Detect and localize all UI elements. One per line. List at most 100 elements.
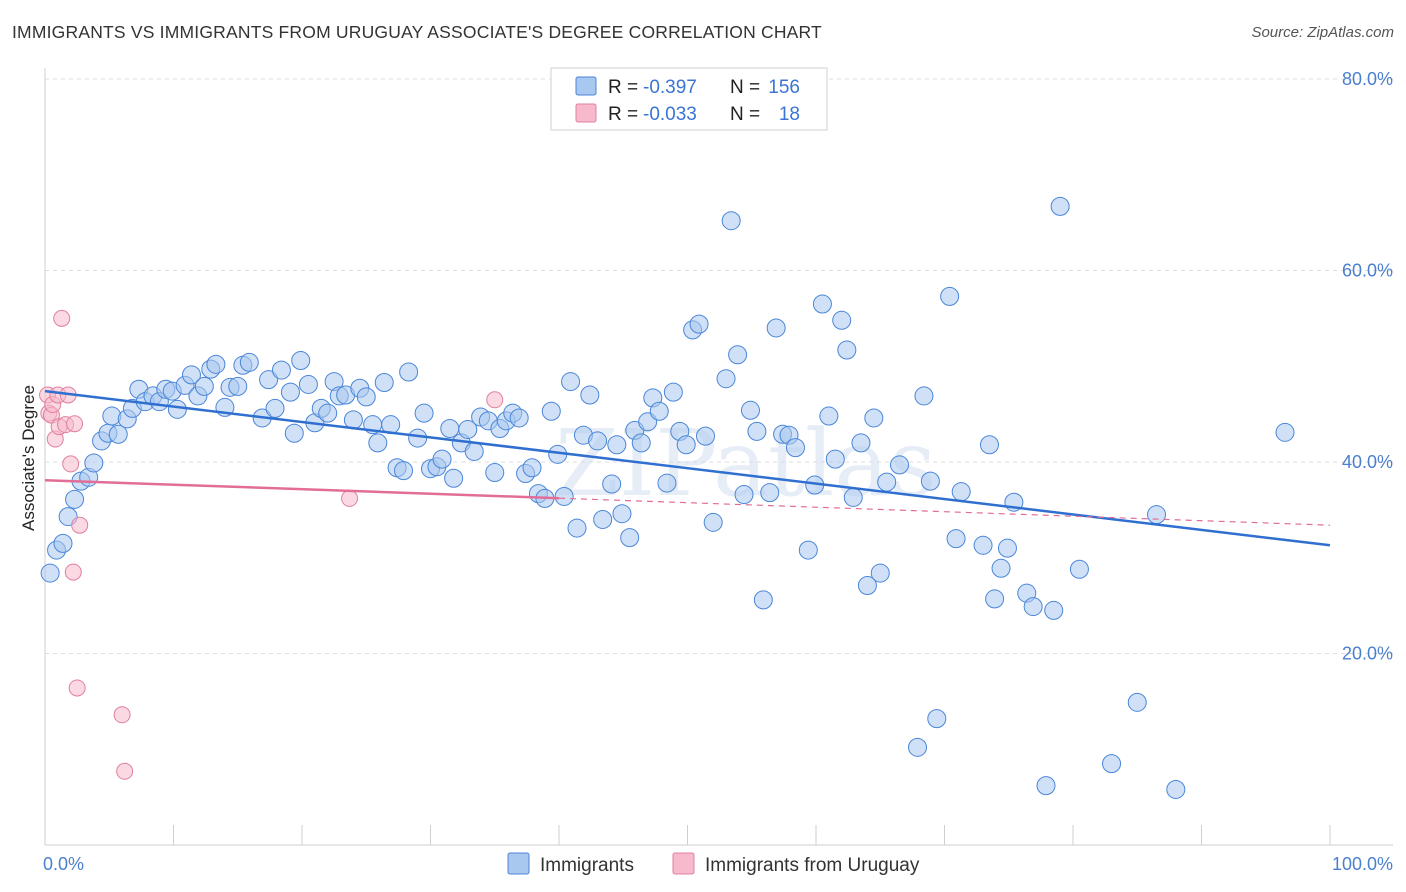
data-point-immigrants bbox=[908, 737, 928, 757]
data-point-uruguay bbox=[486, 391, 504, 409]
data-point-immigrants bbox=[394, 461, 414, 481]
data-point-immigrants bbox=[676, 435, 696, 455]
data-point-immigrants bbox=[620, 528, 640, 548]
x-tick-labels: 0.0% 100.0% bbox=[43, 854, 1393, 874]
data-point-immigrants bbox=[721, 211, 741, 231]
data-point-immigrants bbox=[181, 365, 201, 385]
bottom-legend-uruguay: Immigrants from Uruguay bbox=[705, 855, 920, 876]
data-point-immigrants bbox=[194, 376, 214, 396]
data-point-immigrants bbox=[298, 374, 318, 394]
chart-title: IMMIGRANTS VS IMMIGRANTS FROM URUGUAY AS… bbox=[12, 22, 822, 42]
data-point-immigrants bbox=[356, 387, 376, 407]
bottom-legend: Immigrants Immigrants from Uruguay bbox=[507, 852, 920, 876]
data-point-immigrants bbox=[53, 533, 73, 553]
legend-r-value-uruguay: -0.033 bbox=[643, 104, 697, 125]
data-point-immigrants bbox=[991, 558, 1011, 578]
data-point-immigrants bbox=[318, 403, 338, 423]
data-point-immigrants bbox=[206, 354, 226, 374]
data-point-immigrants bbox=[265, 398, 285, 418]
data-point-immigrants bbox=[1050, 196, 1070, 216]
trendline-uruguay-dashed bbox=[558, 497, 1331, 526]
data-point-immigrants bbox=[167, 399, 187, 419]
legend-n-label: N = bbox=[730, 104, 760, 125]
data-point-immigrants bbox=[541, 401, 561, 421]
data-point-immigrants bbox=[753, 590, 773, 610]
data-point-immigrants bbox=[485, 463, 505, 483]
y-tick-label: 40.0% bbox=[1342, 452, 1393, 472]
legend-r-label: R = bbox=[608, 77, 638, 98]
data-point-immigrants bbox=[414, 403, 434, 423]
data-point-immigrants bbox=[408, 428, 428, 448]
data-point-immigrants bbox=[747, 421, 767, 441]
data-point-immigrants bbox=[567, 518, 587, 538]
data-point-immigrants bbox=[785, 438, 805, 458]
data-point-immigrants bbox=[985, 589, 1005, 609]
data-point-immigrants bbox=[870, 563, 890, 583]
data-point-immigrants bbox=[612, 504, 632, 524]
data-point-immigrants bbox=[65, 489, 85, 509]
data-point-uruguay bbox=[71, 516, 89, 534]
trendline-immigrants bbox=[44, 389, 1331, 547]
data-point-immigrants bbox=[920, 471, 940, 491]
data-point-immigrants bbox=[877, 472, 897, 492]
legend-swatch-uruguay bbox=[575, 103, 597, 123]
legend-box bbox=[550, 67, 828, 131]
data-point-immigrants bbox=[284, 423, 304, 443]
data-point-uruguay bbox=[341, 489, 359, 507]
data-point-immigrants bbox=[1023, 597, 1043, 617]
data-point-immigrants bbox=[951, 482, 971, 502]
data-point-immigrants bbox=[832, 310, 852, 330]
data-point-immigrants bbox=[973, 535, 993, 555]
legend-r-value-immigrants: -0.397 bbox=[643, 77, 697, 98]
data-point-uruguay bbox=[53, 309, 71, 327]
data-point-immigrants bbox=[927, 709, 947, 729]
data-point-immigrants bbox=[291, 351, 311, 371]
data-point-immigrants bbox=[798, 540, 818, 560]
data-point-immigrants bbox=[997, 538, 1017, 558]
data-point-immigrants bbox=[1127, 692, 1147, 712]
data-point-immigrants bbox=[851, 433, 871, 453]
data-point-immigrants bbox=[825, 449, 845, 469]
data-point-immigrants bbox=[40, 563, 60, 583]
legend-n-value-immigrants: 156 bbox=[768, 77, 800, 98]
data-point-immigrants bbox=[689, 314, 709, 334]
legend-r-label: R = bbox=[608, 104, 638, 125]
top-legend: R = -0.397 N = 156 R = -0.033 N = 18 bbox=[550, 67, 828, 131]
y-tick-label: 60.0% bbox=[1342, 261, 1393, 281]
data-point-immigrants bbox=[940, 286, 960, 306]
data-point-immigrants bbox=[1069, 559, 1089, 579]
data-point-immigrants bbox=[819, 406, 839, 426]
data-point-immigrants bbox=[857, 576, 877, 596]
data-point-immigrants bbox=[663, 382, 683, 402]
gridlines bbox=[45, 78, 1393, 654]
legend-n-label: N = bbox=[730, 77, 760, 98]
data-point-uruguay bbox=[116, 762, 134, 780]
data-point-uruguay bbox=[62, 455, 80, 473]
source-label: Source: ZipAtlas.com bbox=[1251, 24, 1394, 41]
data-point-immigrants bbox=[1044, 600, 1064, 620]
data-point-uruguay bbox=[66, 415, 84, 433]
data-point-immigrants bbox=[837, 340, 857, 360]
data-point-immigrants bbox=[102, 406, 122, 426]
data-point-immigrants bbox=[607, 435, 627, 455]
data-point-immigrants bbox=[716, 369, 736, 389]
data-point-immigrants bbox=[1275, 422, 1295, 442]
data-point-immigrants bbox=[444, 468, 464, 488]
data-point-immigrants bbox=[522, 458, 542, 478]
data-point-immigrants bbox=[464, 441, 484, 461]
data-point-immigrants bbox=[561, 372, 581, 392]
data-point-immigrants bbox=[703, 512, 723, 532]
data-point-immigrants bbox=[84, 453, 104, 473]
data-point-immigrants bbox=[271, 360, 291, 380]
data-point-immigrants bbox=[695, 426, 715, 446]
data-point-immigrants bbox=[766, 318, 786, 338]
data-point-immigrants bbox=[399, 362, 419, 382]
data-point-immigrants bbox=[890, 455, 910, 475]
data-point-immigrants bbox=[728, 345, 748, 365]
data-point-immigrants bbox=[554, 486, 574, 506]
data-point-immigrants bbox=[228, 376, 248, 396]
data-point-immigrants bbox=[979, 435, 999, 455]
data-point-uruguay bbox=[64, 563, 82, 581]
x-tick-label: 100.0% bbox=[1332, 854, 1393, 874]
